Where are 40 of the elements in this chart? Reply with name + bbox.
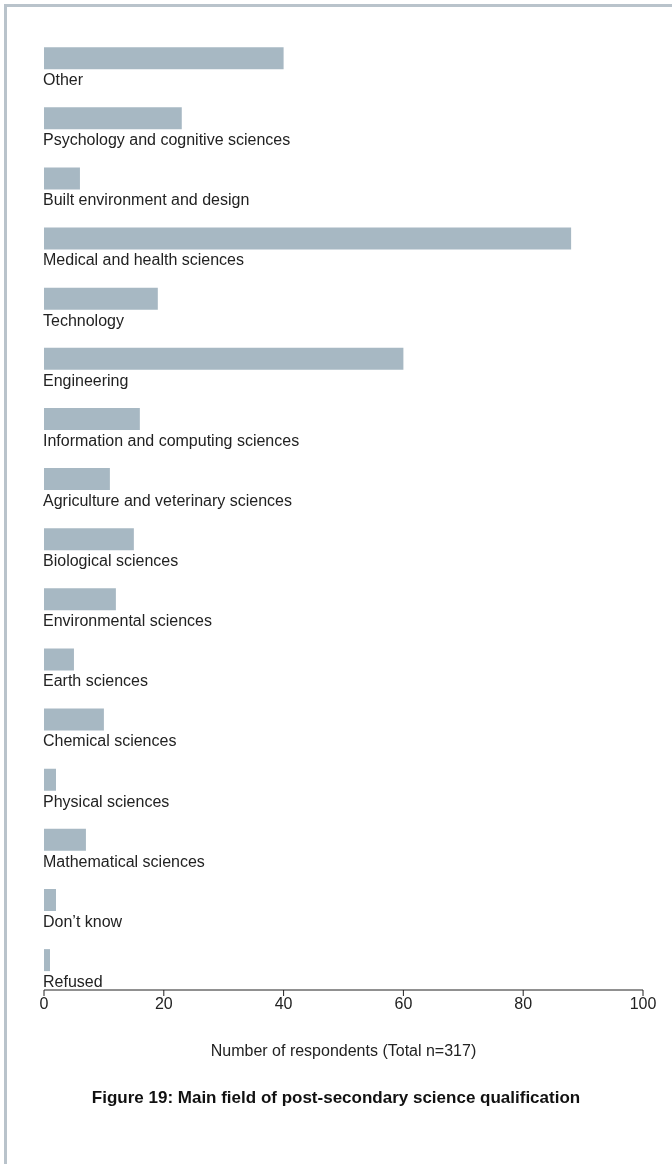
y-tick-label: Mathematical sciences <box>43 852 205 870</box>
bar <box>44 708 104 731</box>
text: Figure 19: Main field of post-secondary science qualification <box>90 1088 582 1108</box>
y-tick-label: Earth sciences <box>43 672 148 690</box>
y-tick-label: Biological sciences <box>43 552 179 570</box>
y-tick-label: Medical and health sciences <box>43 251 245 269</box>
bar <box>44 588 116 611</box>
x-tick-label: 0 <box>39 995 49 1013</box>
x-tick-label: 40 <box>274 995 293 1013</box>
x-tick-label: 60 <box>394 995 413 1013</box>
y-tick-label: Refused <box>43 972 103 990</box>
y-tick-label: Technology <box>43 311 124 329</box>
bar <box>44 287 158 310</box>
bar <box>44 768 56 791</box>
bar <box>44 107 182 130</box>
y-tick-label: Psychology and cognitive sciences <box>43 131 291 149</box>
bar <box>44 167 80 190</box>
bar <box>44 347 404 370</box>
x-axis-title: Number of respondents (Total n=317) <box>209 1042 478 1060</box>
y-tick-label: Chemical sciences <box>43 732 177 750</box>
y-tick-label: Agriculture and veterinary sciences <box>43 491 293 509</box>
bar <box>44 227 572 250</box>
bar <box>44 47 284 70</box>
y-tick-label: Other <box>43 71 84 89</box>
bar <box>44 828 86 851</box>
y-tick-label: Physical sciences <box>43 792 170 810</box>
x-tick-label: 20 <box>154 995 173 1013</box>
x-tick-label: 100 <box>629 995 657 1013</box>
y-tick-label: Information and computing sciences <box>43 431 300 449</box>
x-tick-label: 80 <box>514 995 533 1013</box>
y-tick-label: Environmental sciences <box>43 612 212 630</box>
bar <box>44 528 134 551</box>
bar <box>44 648 74 671</box>
bar <box>44 468 110 491</box>
y-tick-label: Engineering <box>43 371 129 389</box>
y-tick-label: Built environment and design <box>43 191 250 209</box>
bar <box>44 949 50 972</box>
bar <box>44 888 56 911</box>
y-tick-label: Don’t know <box>43 912 123 930</box>
bar <box>44 407 140 430</box>
